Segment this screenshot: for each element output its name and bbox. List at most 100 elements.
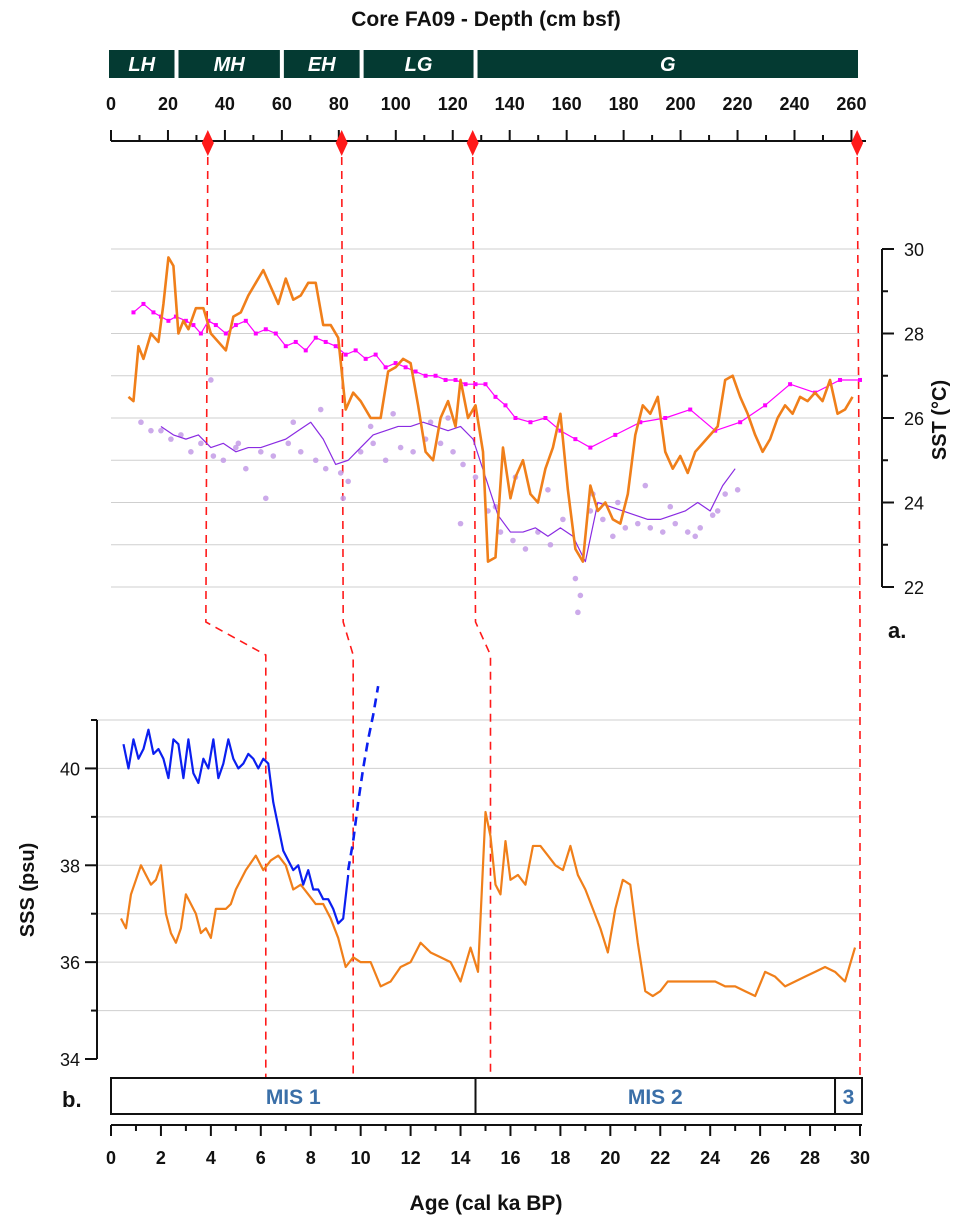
sst-series-magenta-marker bbox=[638, 420, 643, 425]
sst-axis-title: SST (°C) bbox=[929, 380, 951, 460]
sst-series-magenta-marker bbox=[303, 348, 308, 353]
sst-scatter-point bbox=[367, 423, 374, 430]
sst-series-magenta-marker bbox=[443, 377, 448, 382]
sst-series-magenta-marker bbox=[413, 369, 418, 374]
sst-scatter-point bbox=[450, 449, 456, 455]
depth-period-label: LH bbox=[128, 54, 155, 76]
sst-scatter-point bbox=[322, 465, 329, 472]
tie-point-marker bbox=[335, 130, 348, 156]
age-tick-label: 22 bbox=[650, 1148, 670, 1168]
sst-scatter-point bbox=[397, 444, 404, 451]
sst-scatter-point bbox=[647, 525, 654, 531]
depth-tick-label: 140 bbox=[495, 94, 525, 114]
sst-scatter-point bbox=[138, 419, 144, 426]
mis-stage-box bbox=[110, 1077, 477, 1115]
sst-scatter-point bbox=[497, 529, 504, 535]
sst-series-magenta-marker bbox=[243, 318, 248, 323]
tie-point-marker bbox=[466, 130, 479, 156]
sst-scatter-point bbox=[188, 449, 194, 455]
sss-series-orange-line bbox=[120, 810, 857, 998]
sst-series-magenta-marker bbox=[383, 365, 388, 370]
depth-tick-label: 260 bbox=[836, 94, 866, 114]
sst-scatter-point bbox=[634, 520, 641, 527]
sst-scatter-point bbox=[258, 449, 264, 455]
depth-period-bands: LH MH EH LG G bbox=[109, 50, 858, 78]
sst-scatter-point bbox=[560, 516, 566, 523]
tie-point-line bbox=[340, 142, 354, 1077]
sst-series bbox=[127, 256, 862, 563]
depth-period-label: LG bbox=[405, 54, 433, 76]
sst-scatter-point bbox=[697, 525, 704, 531]
sst-series-magenta-marker bbox=[838, 377, 843, 382]
depth-period-band bbox=[283, 50, 360, 78]
sst-series-magenta-marker bbox=[453, 377, 458, 382]
sst-series-magenta-marker bbox=[373, 352, 378, 357]
sst-scatter-point bbox=[312, 457, 319, 464]
sst-series-magenta-marker bbox=[473, 382, 478, 387]
depth-tick-label: 220 bbox=[723, 94, 753, 114]
mis-stage-label: MIS 1 bbox=[266, 1086, 321, 1109]
sst-scatter-point bbox=[297, 449, 304, 455]
sss-series-blue-line bbox=[122, 728, 350, 925]
sst-scatter-point bbox=[220, 457, 227, 464]
age-tick-label: 16 bbox=[500, 1148, 520, 1168]
sst-series-magenta-marker bbox=[151, 310, 156, 315]
age-tick-label: 8 bbox=[306, 1148, 316, 1168]
sst-series-magenta-marker bbox=[738, 420, 743, 425]
sst-scatter-point bbox=[262, 495, 269, 502]
sss-axis: 34 36 38 40 bbox=[60, 719, 98, 1070]
sst-scatter-point bbox=[457, 520, 464, 527]
tie-point-markers bbox=[201, 130, 864, 156]
sst-scatter-point bbox=[210, 453, 217, 459]
sst-series-magenta-marker bbox=[423, 373, 428, 378]
sst-series-purple-line bbox=[160, 421, 736, 563]
age-tick-label: 10 bbox=[351, 1148, 371, 1168]
depth-period-label: G bbox=[660, 54, 676, 76]
sst-tick-label: 30 bbox=[904, 240, 924, 260]
age-tick-label: 6 bbox=[256, 1148, 266, 1168]
mis-stage-bar: MIS 1 MIS 2 3 bbox=[110, 1077, 863, 1115]
sst-scatter-point bbox=[600, 516, 606, 523]
depth-period-label: MH bbox=[214, 54, 246, 76]
depth-tick-label: 100 bbox=[381, 94, 411, 114]
age-tick-label: 26 bbox=[750, 1148, 770, 1168]
sst-series-magenta-marker bbox=[323, 339, 328, 344]
depth-tick-label: 80 bbox=[329, 94, 349, 114]
sst-series-magenta-marker bbox=[191, 323, 196, 328]
sst-scatter-point bbox=[659, 529, 666, 535]
depth-period-band bbox=[477, 50, 858, 78]
sst-series-magenta-marker bbox=[233, 323, 238, 328]
sst-scatter-point bbox=[285, 440, 292, 447]
sst-series-magenta-marker bbox=[141, 301, 146, 306]
sst-series-magenta-marker bbox=[688, 407, 693, 412]
age-axis-title: Age (cal ka BP) bbox=[410, 1192, 563, 1215]
sst-series-magenta-marker bbox=[433, 373, 438, 378]
sst-tick-label: 26 bbox=[904, 409, 924, 429]
panel-b-label: b. bbox=[62, 1087, 82, 1112]
mis-stage-box bbox=[834, 1077, 863, 1115]
sst-series-magenta-marker bbox=[403, 365, 408, 370]
sst-series-magenta-marker bbox=[493, 394, 498, 399]
sst-gridlines bbox=[111, 248, 860, 588]
sst-series-magenta-marker bbox=[131, 310, 136, 315]
sst-axis: 22 24 26 28 30 bbox=[881, 240, 924, 598]
mis-stage-box bbox=[474, 1077, 837, 1115]
sst-scatter-point bbox=[642, 482, 649, 489]
sst-scatter-point bbox=[622, 525, 629, 531]
sst-scatter-point bbox=[547, 541, 554, 548]
sst-series-orange-line bbox=[127, 256, 854, 563]
sst-scatter-point bbox=[235, 440, 242, 447]
sss-series bbox=[120, 685, 857, 998]
sst-scatter-point bbox=[460, 461, 466, 468]
sst-scatter-point bbox=[233, 444, 239, 451]
sss-tick-label: 40 bbox=[60, 759, 80, 779]
depth-tick-label: 240 bbox=[779, 94, 809, 114]
depth-tick-label: 160 bbox=[552, 94, 582, 114]
sst-series-magenta-marker bbox=[283, 344, 288, 349]
sst-scatter-point bbox=[357, 449, 364, 455]
sst-scatter-point bbox=[692, 533, 699, 540]
sss-series-blue-line bbox=[346, 685, 380, 871]
age-tick-label: 24 bbox=[700, 1148, 720, 1168]
sst-series-magenta-marker bbox=[663, 416, 668, 420]
sst-series-magenta-marker bbox=[503, 403, 508, 408]
